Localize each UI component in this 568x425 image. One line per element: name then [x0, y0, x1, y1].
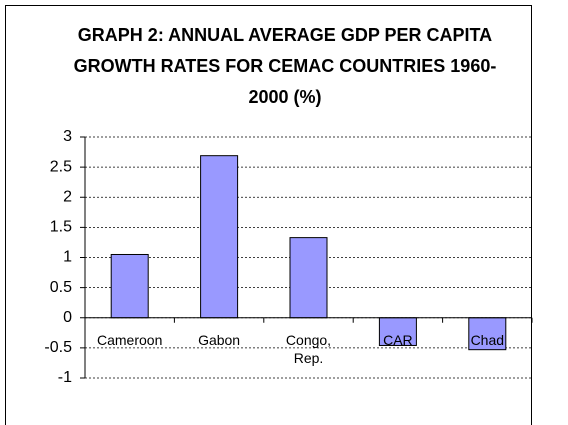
- y-tick-label: 2.5: [50, 158, 72, 175]
- bar: [378, 317, 417, 346]
- y-tick-label: 0: [63, 309, 72, 326]
- y-tick-label: 0.5: [50, 279, 72, 296]
- x-tick-label: Congo, Rep.: [285, 331, 332, 366]
- x-tick-label: Chad: [470, 331, 505, 348]
- frame: [5, 5, 532, 425]
- x-tick-label: Gabon: [198, 331, 241, 348]
- y-tick-label: 1: [63, 249, 72, 266]
- chart-title: GRAPH 2: ANNUAL AVERAGE GDP PER CAPITA G…: [73, 25, 497, 107]
- y-tick-label: 3: [63, 128, 72, 145]
- x-tick-label: Cameroon: [97, 331, 163, 348]
- y-tick-label: -0.5: [44, 339, 72, 356]
- x-tick-label: CAR: [383, 331, 413, 348]
- y-tick-label: -1: [58, 369, 72, 386]
- bar: [289, 237, 328, 319]
- y-tick-label: 1.5: [50, 219, 72, 236]
- y-tick-label: 2: [63, 188, 72, 205]
- bar: [110, 253, 149, 319]
- bar: [200, 155, 239, 319]
